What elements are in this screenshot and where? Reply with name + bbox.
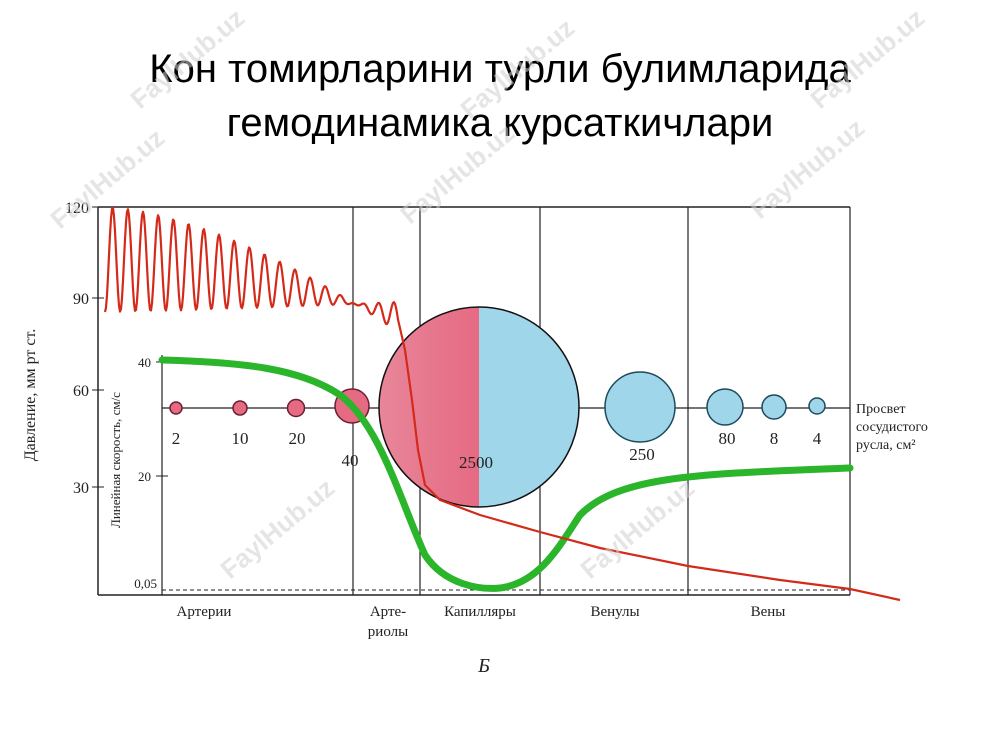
velocity-tick-label: 0,05 (134, 576, 157, 591)
lumen-axis-label: сосудистого (856, 420, 928, 435)
figure-letter: Б (477, 655, 490, 677)
watermark-logo: FaylHub.uz (805, 2, 931, 114)
lumen-value-label: 10 (232, 429, 249, 448)
title-line-1: Кон томирларини турли булимларида (149, 47, 851, 91)
lumen-value-label: 8 (770, 429, 779, 448)
vessel-lumen-circle (232, 400, 248, 416)
pressure-tick-label: 30 (73, 480, 89, 497)
lumen-value-label: 80 (719, 429, 736, 448)
segment-label: Артерии (177, 604, 232, 620)
pressure-curve (103, 207, 901, 602)
velocity-tick-label: 20 (138, 469, 151, 484)
lumen-value-label: 2 (172, 429, 181, 448)
segment-label: Венулы (590, 604, 639, 620)
lumen-value-label: 4 (813, 429, 822, 448)
vessel-lumen-circle (286, 398, 306, 418)
velocity-curve (158, 356, 854, 592)
watermark-logo: FaylHub.uz (45, 122, 171, 234)
lumen-axis-label: русла, см² (856, 438, 916, 453)
lumen-value-label: 250 (629, 445, 655, 464)
vessel-lumen-circle (761, 394, 787, 420)
watermark-logo: FaylHub.uz (395, 117, 521, 229)
pressure-tick-label: 60 (73, 383, 89, 400)
slide-title: Кон томирларини турли булимларида гемоди… (0, 42, 1000, 150)
watermark-logo: FaylHub.uz (455, 12, 581, 124)
velocity-tick-label: 40 (138, 355, 151, 370)
watermark-logo: FaylHub.uz (575, 472, 701, 584)
lumen-value-label: 40 (342, 451, 359, 470)
lumen-axis-label: Просвет (856, 402, 906, 417)
pressure-tick-label: 90 (73, 291, 89, 308)
capillary-lumen-circle (378, 306, 580, 508)
vessel-lumen-circle (706, 388, 744, 426)
pressure-axis-label: Давление, мм рт ст. (22, 329, 39, 462)
lumen-value-label: 2500 (459, 453, 493, 472)
watermark-logo: FaylHub.uz (215, 472, 341, 584)
title-line-2: гемодинамика курсаткичлари (226, 101, 774, 145)
segment-label: Капилляры (444, 604, 516, 620)
watermark-logo: FaylHub.uz (125, 2, 251, 114)
pressure-tick-label: 120 (65, 200, 89, 217)
segment-label: Вены (751, 604, 786, 620)
segment-label: Арте-риолы (368, 604, 408, 640)
vessel-lumen-circle (604, 371, 676, 443)
lumen-value-label: 20 (289, 429, 306, 448)
vessel-lumen-circle (169, 401, 183, 415)
watermark-logo: FaylHub.uz (745, 112, 871, 224)
velocity-axis-label: Линейная скорость, см/с (108, 392, 123, 528)
vessel-lumen-circle (808, 397, 826, 415)
